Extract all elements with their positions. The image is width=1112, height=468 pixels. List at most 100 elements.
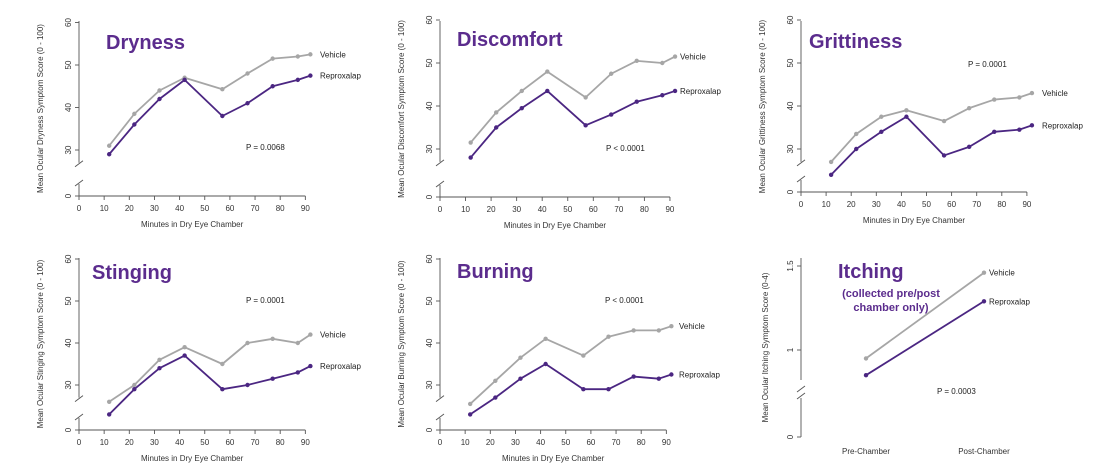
x-tick-label: 50 — [922, 200, 931, 209]
axis-break-mark — [435, 395, 445, 421]
data-point-reproxalap — [545, 88, 550, 94]
data-point-vehicle — [583, 95, 588, 100]
y-tick-label: 40 — [64, 103, 73, 112]
data-point-vehicle — [672, 54, 678, 59]
axis-break-mark — [796, 159, 806, 183]
data-point-vehicle — [656, 328, 662, 333]
data-point-vehicle — [660, 60, 665, 66]
data-point-vehicle — [1029, 90, 1035, 96]
data-point-vehicle — [904, 108, 909, 113]
y-tick-label: 30 — [425, 144, 434, 153]
data-point-reproxalap — [493, 395, 498, 400]
series-line-vehicle — [108, 333, 311, 403]
data-point-reproxalap — [634, 99, 639, 104]
y-tick-label: 0 — [425, 427, 434, 432]
x-tick-label: 70 — [614, 205, 623, 214]
x-tick-label: 0 — [77, 438, 82, 447]
x-tick-label: 90 — [301, 438, 310, 447]
data-point-vehicle — [308, 332, 313, 337]
y-axis-label: Mean Ocular Stinging Symptom Score (0 - … — [36, 259, 45, 428]
data-point-reproxalap — [220, 113, 225, 119]
data-point-vehicle — [606, 334, 611, 339]
y-tick-label: 40 — [425, 338, 434, 347]
data-point-vehicle — [518, 355, 523, 360]
data-point-reproxalap — [220, 387, 225, 392]
p-value-label: P = 0.0068 — [246, 143, 285, 152]
x-tick-label: 50 — [561, 438, 570, 447]
axis-break-mark — [74, 395, 84, 421]
series-label-vehicle: Vehicle — [1042, 89, 1068, 98]
axis-break-mark — [74, 160, 84, 187]
data-point-vehicle — [467, 401, 473, 407]
series-label-reproxalap: Reproxalap — [679, 371, 720, 380]
x-tick-label: 60 — [589, 205, 598, 214]
x-tick-label: 10 — [100, 204, 109, 213]
p-value-label: P < 0.0001 — [606, 144, 645, 153]
series-label-vehicle: Vehicle — [320, 331, 346, 340]
data-point-vehicle — [545, 69, 550, 74]
chart-subtitle-line: (collected pre/post — [842, 288, 940, 300]
series-label-reproxalap: Reproxalap — [320, 362, 361, 371]
y-tick-label: 60 — [64, 254, 73, 263]
data-point-reproxalap — [669, 372, 674, 377]
data-point-reproxalap — [672, 88, 678, 94]
data-point-vehicle — [581, 353, 586, 358]
data-point-reproxalap — [106, 152, 112, 157]
chart-panel-itching: 0 1 1.5 Pre-Chamber Post-Chamber Mean Ocular … — [761, 258, 1030, 456]
data-point-reproxalap — [494, 125, 499, 130]
x-tick-label: 30 — [150, 204, 159, 213]
data-point-vehicle — [106, 143, 112, 148]
data-point-vehicle — [270, 56, 275, 61]
y-tick-label: 0 — [786, 434, 795, 439]
y-tick-label: 0 — [786, 189, 795, 194]
data-point-reproxalap — [308, 73, 313, 78]
data-point-reproxalap — [608, 112, 614, 117]
series-line-vehicle — [108, 53, 311, 147]
x-tick-label: 20 — [847, 200, 856, 209]
series-line-reproxalap — [469, 363, 672, 416]
x-tick-label: 10 — [100, 438, 109, 447]
y-tick-label: 30 — [64, 380, 73, 389]
axis-break-mark — [796, 385, 806, 400]
chart-panel-grittiness: 0 10 20 30 40 50 60 70 80 90 0 30 40 50 60 Minutes in D… — [758, 15, 1083, 225]
data-point-vehicle — [669, 324, 674, 329]
x-tick-label: 70 — [612, 438, 621, 447]
series-label-vehicle: Vehicle — [320, 50, 346, 59]
data-point-reproxalap — [660, 93, 665, 98]
x-tick-label: 40 — [175, 438, 184, 447]
x-tick-label: 40 — [538, 205, 547, 214]
p-value-label: P = 0.0003 — [937, 387, 976, 396]
y-tick-label: 60 — [64, 18, 73, 27]
x-tick-label: 30 — [511, 438, 520, 447]
chart-title: Burning — [457, 261, 534, 283]
data-point-vehicle — [182, 345, 187, 350]
chart-title: Dryness — [106, 32, 185, 54]
data-point-reproxalap — [157, 96, 162, 102]
x-tick-label: 80 — [276, 204, 285, 213]
data-point-vehicle — [493, 378, 498, 383]
chart-title: Itching — [838, 261, 904, 283]
data-point-vehicle — [941, 118, 947, 124]
y-tick-label: 40 — [64, 338, 73, 347]
data-point-vehicle — [295, 54, 301, 59]
p-value-label: P = 0.0001 — [246, 296, 285, 305]
data-point-reproxalap — [519, 105, 524, 111]
x-tick-label: 0 — [438, 205, 443, 214]
series-line-reproxalap — [830, 115, 1033, 176]
x-tick-label: 0 — [799, 200, 804, 209]
data-point-reproxalap — [941, 153, 947, 158]
data-point-reproxalap — [245, 382, 250, 388]
x-tick-label: 60 — [586, 438, 595, 447]
series-label-reproxalap: Reproxalap — [989, 297, 1030, 306]
data-point-vehicle — [863, 356, 869, 361]
data-point-reproxalap — [631, 374, 636, 379]
data-point-vehicle — [981, 270, 987, 275]
x-tick-label: 20 — [125, 204, 134, 213]
data-point-vehicle — [1017, 95, 1022, 100]
series-line-reproxalap — [865, 300, 985, 376]
x-axis-label: Minutes in Dry Eye Chamber — [863, 216, 966, 225]
data-point-vehicle — [157, 88, 162, 93]
chart-title: Discomfort — [457, 29, 563, 51]
chart-panel-dryness: 0 10 20 30 40 50 60 70 80 90 0 30 40 50 60 Minutes in D… — [36, 18, 361, 229]
y-tick-label: 50 — [64, 60, 73, 69]
